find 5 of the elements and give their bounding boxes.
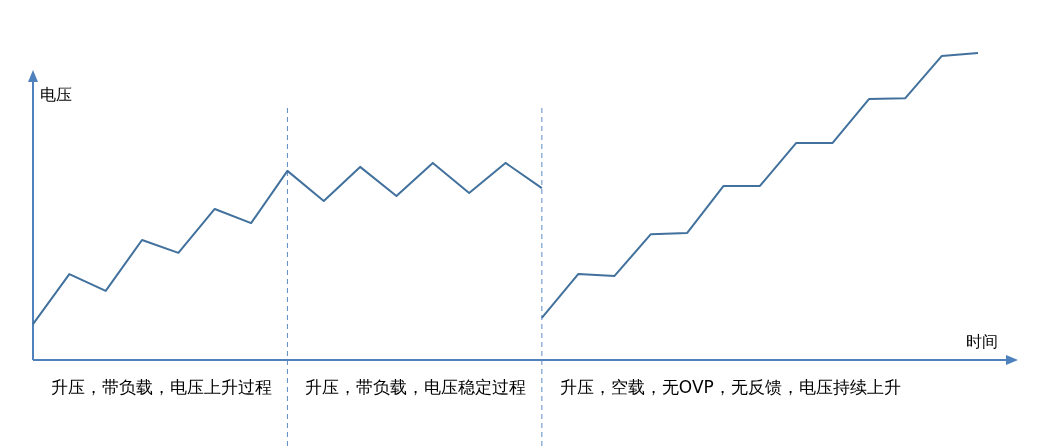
y-axis-title: 电压 xyxy=(40,85,72,104)
text: 升压，带负载，电压上升过程 xyxy=(51,377,272,397)
text: 升压，空载，无OVP，无反馈，电压持续上升 xyxy=(559,377,901,397)
x-axis-title: 时间 xyxy=(966,332,998,351)
text: 升压，带负载，电压稳定过程 xyxy=(305,377,527,397)
